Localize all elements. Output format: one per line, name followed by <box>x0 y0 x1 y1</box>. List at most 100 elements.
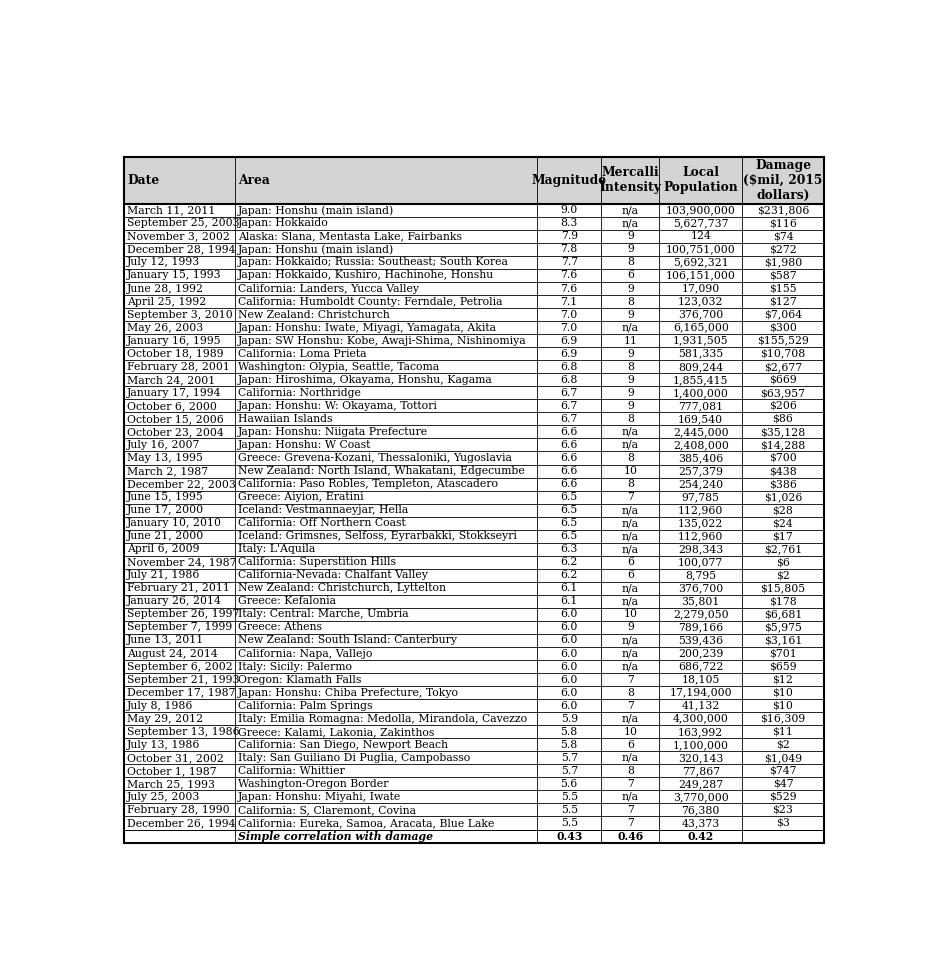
Text: California: Humboldt County: Ferndale, Petrolia: California: Humboldt County: Ferndale, P… <box>238 296 502 307</box>
Text: 100,751,000: 100,751,000 <box>666 244 735 255</box>
Text: 2,279,050: 2,279,050 <box>673 610 729 620</box>
Text: Italy: Sicily: Palermo: Italy: Sicily: Palermo <box>238 661 352 672</box>
Text: $3,161: $3,161 <box>764 635 802 646</box>
Text: December 26, 1994: December 26, 1994 <box>127 818 236 828</box>
Text: 6.6: 6.6 <box>561 453 578 463</box>
Text: 7.1: 7.1 <box>561 296 578 307</box>
Text: 6.5: 6.5 <box>561 505 578 515</box>
Text: February 21, 2011: February 21, 2011 <box>127 584 230 593</box>
Text: Mercalli
Intensity: Mercalli Intensity <box>599 166 661 195</box>
Text: May 29, 2012: May 29, 2012 <box>127 713 204 724</box>
Text: n/a: n/a <box>622 596 639 606</box>
Text: 5.6: 5.6 <box>561 779 578 789</box>
Text: n/a: n/a <box>622 661 639 672</box>
Text: Japan: Hokkaido; Russia: Southeast; South Korea: Japan: Hokkaido; Russia: Southeast; Sout… <box>238 257 509 267</box>
Text: Italy: Central: Marche, Umbria: Italy: Central: Marche, Umbria <box>238 610 408 620</box>
Text: 6.0: 6.0 <box>561 635 578 646</box>
Text: July 21, 1986: July 21, 1986 <box>127 570 201 580</box>
Text: August 24, 2014: August 24, 2014 <box>127 649 218 658</box>
Text: 7: 7 <box>627 675 634 684</box>
Text: n/a: n/a <box>622 505 639 515</box>
Text: 6.0: 6.0 <box>561 661 578 672</box>
Bar <box>742 157 824 204</box>
Text: 7.7: 7.7 <box>561 257 578 267</box>
Bar <box>235 157 537 204</box>
Text: n/a: n/a <box>622 427 639 437</box>
Text: 100,077: 100,077 <box>678 558 723 567</box>
Text: $86: $86 <box>772 414 794 424</box>
Text: Magnitude: Magnitude <box>532 174 607 187</box>
Text: California: S, Claremont, Covina: California: S, Claremont, Covina <box>238 805 415 815</box>
Text: Japan: Hiroshima, Okayama, Honshu, Kagama: Japan: Hiroshima, Okayama, Honshu, Kagam… <box>238 375 492 384</box>
Text: n/a: n/a <box>622 713 639 724</box>
Text: $206: $206 <box>769 401 797 410</box>
Text: October 18, 1989: October 18, 1989 <box>127 348 224 359</box>
Text: n/a: n/a <box>622 649 639 658</box>
Text: 6.0: 6.0 <box>561 622 578 632</box>
Text: 8: 8 <box>627 453 634 463</box>
Text: 6.8: 6.8 <box>561 375 578 384</box>
Text: 8: 8 <box>627 296 634 307</box>
Text: March 24, 2001: March 24, 2001 <box>127 375 216 384</box>
Text: California: Landers, Yucca Valley: California: Landers, Yucca Valley <box>238 284 419 293</box>
Text: July 16, 2007: July 16, 2007 <box>127 439 201 450</box>
Text: September 26, 1997: September 26, 1997 <box>127 610 240 620</box>
Text: $6,681: $6,681 <box>764 610 802 620</box>
Text: October 1, 1987: October 1, 1987 <box>127 766 216 776</box>
Text: Japan: Honshu: W Coast: Japan: Honshu: W Coast <box>238 439 371 450</box>
Text: 6.6: 6.6 <box>561 439 578 450</box>
Text: n/a: n/a <box>622 544 639 555</box>
Text: 6.9: 6.9 <box>561 348 578 359</box>
Text: January 26, 2014: January 26, 2014 <box>127 596 222 606</box>
Text: July 25, 2003: July 25, 2003 <box>127 792 201 802</box>
Text: Greece: Kefalonia: Greece: Kefalonia <box>238 596 336 606</box>
Text: n/a: n/a <box>622 219 639 228</box>
Text: May 13, 1995: May 13, 1995 <box>127 453 203 463</box>
Text: 8.3: 8.3 <box>561 219 578 228</box>
Text: $386: $386 <box>769 479 797 489</box>
Text: $127: $127 <box>769 296 796 307</box>
Text: n/a: n/a <box>622 635 639 646</box>
Text: Japan: Honshu: Chiba Prefecture, Tokyo: Japan: Honshu: Chiba Prefecture, Tokyo <box>238 687 459 698</box>
Text: 6.2: 6.2 <box>561 558 578 567</box>
Text: Italy: Emilia Romagna: Medolla, Mirandola, Cavezzo: Italy: Emilia Romagna: Medolla, Mirandol… <box>238 713 526 724</box>
Text: 7: 7 <box>627 701 634 711</box>
Text: October 31, 2002: October 31, 2002 <box>127 753 224 763</box>
Text: 7.9: 7.9 <box>561 231 578 241</box>
Text: April 6, 2009: April 6, 2009 <box>127 544 200 555</box>
Text: California: San Diego, Newport Beach: California: San Diego, Newport Beach <box>238 740 448 750</box>
Text: Washington: Olypia, Seattle, Tacoma: Washington: Olypia, Seattle, Tacoma <box>238 362 438 372</box>
Text: 5.5: 5.5 <box>561 818 578 828</box>
Text: $2,677: $2,677 <box>764 362 802 372</box>
Text: 41,132: 41,132 <box>682 701 720 711</box>
Text: June 21, 2000: June 21, 2000 <box>127 531 204 541</box>
Text: December 17, 1987: December 17, 1987 <box>127 687 236 698</box>
Text: 77,867: 77,867 <box>682 766 720 776</box>
Text: 789,166: 789,166 <box>678 622 723 632</box>
Text: 6: 6 <box>627 558 634 567</box>
Text: $10: $10 <box>772 687 794 698</box>
Text: 257,379: 257,379 <box>678 466 723 476</box>
Text: 8: 8 <box>627 362 634 372</box>
Text: 5.8: 5.8 <box>561 740 578 750</box>
Text: 6: 6 <box>627 570 634 580</box>
Text: 6.1: 6.1 <box>561 596 578 606</box>
Text: California: Paso Robles, Templeton, Atascadero: California: Paso Robles, Templeton, Atas… <box>238 479 498 489</box>
Text: Greece: Aiyion, Eratini: Greece: Aiyion, Eratini <box>238 492 364 502</box>
Text: $659: $659 <box>770 661 796 672</box>
Text: 254,240: 254,240 <box>678 479 723 489</box>
Text: 9: 9 <box>627 231 634 241</box>
Text: $231,806: $231,806 <box>757 205 809 215</box>
Text: July 13, 1986: July 13, 1986 <box>127 740 201 750</box>
Text: California: Napa, Vallejo: California: Napa, Vallejo <box>238 649 372 658</box>
Text: California: Superstition Hills: California: Superstition Hills <box>238 558 396 567</box>
Text: 320,143: 320,143 <box>678 753 723 763</box>
Text: 7: 7 <box>627 492 634 502</box>
Text: 385,406: 385,406 <box>678 453 723 463</box>
Text: California: Northridge: California: Northridge <box>238 388 361 398</box>
Text: $47: $47 <box>772 779 794 789</box>
Text: $10,708: $10,708 <box>760 348 806 359</box>
Text: November 3, 2002: November 3, 2002 <box>127 231 230 241</box>
Text: $116: $116 <box>769 219 797 228</box>
Text: $12: $12 <box>772 675 794 684</box>
